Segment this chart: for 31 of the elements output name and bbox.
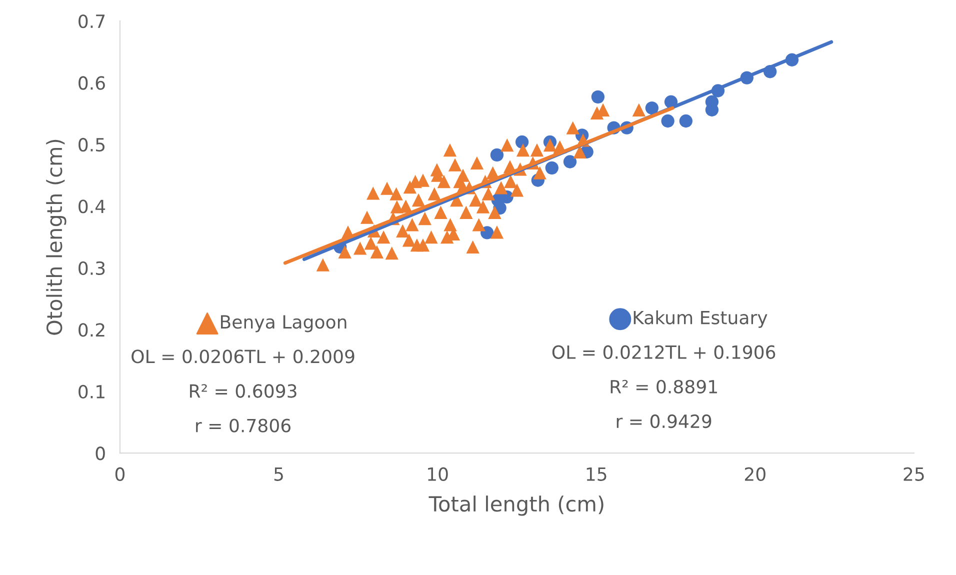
point: [490, 148, 504, 162]
y-tick-label: 0: [96, 446, 105, 460]
annotation: R² = 0.6093: [190, 384, 296, 398]
y-tick-label: 0.6: [78, 76, 105, 90]
y-tick-label: 0.4: [78, 200, 106, 214]
y-tick-label: 0.3: [78, 261, 105, 276]
y-axis-title: Otolith length (cm): [46, 140, 66, 335]
point: [679, 114, 692, 128]
x-axis-title: Total length (cm): [428, 496, 604, 516]
point: [661, 114, 674, 128]
point: [545, 161, 558, 174]
annotation: OL = 0.0212TL + 0.1906: [552, 345, 776, 359]
y-tick-label: 0.7: [78, 14, 105, 28]
point: [563, 155, 577, 168]
y-tick-label: 0.1: [78, 384, 104, 398]
annotation: R² = 0.8891: [610, 380, 717, 394]
x-tick-label: 10: [428, 467, 448, 481]
y-tick-label: 0.2: [78, 323, 104, 337]
annotation: r = 0.9429: [616, 414, 712, 428]
x-tick-label: 0: [115, 467, 125, 481]
legend-label: Benya Lagoon: [220, 315, 346, 332]
y-tick-label: 0.5: [78, 138, 105, 152]
x-tick-label: 25: [904, 467, 924, 481]
legend-label: Kakum Estuary: [634, 310, 768, 328]
point: [591, 90, 605, 104]
x-tick-label: 15: [586, 468, 606, 481]
annotation: OL = 0.0206TL + 0.2009: [132, 350, 354, 364]
annotation: r = 0.7806: [196, 418, 291, 432]
point: [645, 101, 659, 115]
x-tick-label: 5: [274, 468, 283, 481]
x-tick-label: 20: [744, 467, 766, 481]
